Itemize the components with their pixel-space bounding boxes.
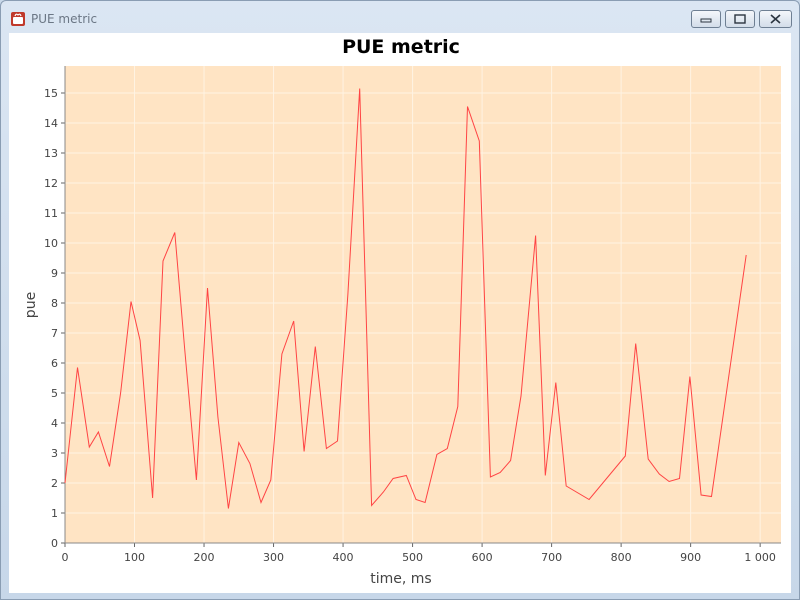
y-tick-label: 6 bbox=[51, 357, 58, 370]
x-axis: 0 100 200 300 400 500 600 700 800 900 1 000 bbox=[62, 542, 781, 564]
x-tick-label: 700 bbox=[541, 551, 562, 564]
minimize-button[interactable] bbox=[691, 10, 721, 28]
x-tick-label: 400 bbox=[333, 551, 354, 564]
x-tick-label: 200 bbox=[194, 551, 215, 564]
close-button[interactable] bbox=[759, 10, 792, 28]
window-title: PUE metric bbox=[31, 12, 98, 26]
x-axis-label: time, ms bbox=[370, 571, 431, 587]
y-tick-label: 2 bbox=[51, 477, 58, 490]
y-tick-label: 15 bbox=[44, 87, 58, 100]
x-tick-label: 600 bbox=[472, 551, 493, 564]
y-tick-label: 11 bbox=[44, 207, 58, 220]
x-tick-label: 900 bbox=[680, 551, 701, 564]
y-tick-label: 10 bbox=[44, 237, 58, 250]
chart-title: PUE metric bbox=[342, 36, 460, 58]
minimize-icon bbox=[700, 18, 712, 23]
series-layer bbox=[64, 88, 747, 509]
y-tick-label: 5 bbox=[51, 387, 58, 400]
y-tick-label: 13 bbox=[44, 147, 58, 160]
title-bar[interactable]: PUE metric bbox=[1, 1, 799, 33]
plot-area bbox=[65, 66, 781, 543]
y-tick-label: 1 bbox=[51, 507, 58, 520]
maximize-icon bbox=[734, 14, 746, 24]
x-tick-label: 0 bbox=[62, 551, 69, 564]
x-tick-label: 800 bbox=[611, 551, 632, 564]
x-tick-label: 100 bbox=[124, 551, 145, 564]
maximize-button[interactable] bbox=[725, 10, 755, 28]
x-tick-label: 300 bbox=[263, 551, 284, 564]
chart-panel: PUE metric 0 1 2 3 4 5 6 7 8 9 10 11 12 13 14 15 0 100 20… bbox=[9, 33, 791, 593]
x-tick-label: 500 bbox=[402, 551, 423, 564]
close-icon bbox=[770, 14, 781, 24]
y-axis-label: pue bbox=[23, 292, 39, 318]
y-tick-label: 9 bbox=[51, 267, 58, 280]
x-tick-label: 1 000 bbox=[744, 551, 776, 564]
y-tick-label: 7 bbox=[51, 327, 58, 340]
y-tick-label: 14 bbox=[44, 117, 58, 130]
y-tick-label: 8 bbox=[51, 297, 58, 310]
series-line bbox=[64, 88, 747, 509]
java-app-icon bbox=[10, 11, 26, 27]
y-tick-label: 3 bbox=[51, 447, 58, 460]
y-tick-label: 12 bbox=[44, 177, 58, 190]
y-tick-label: 4 bbox=[51, 417, 58, 430]
grid-lines bbox=[64, 66, 781, 544]
y-tick-label: 0 bbox=[51, 537, 58, 550]
